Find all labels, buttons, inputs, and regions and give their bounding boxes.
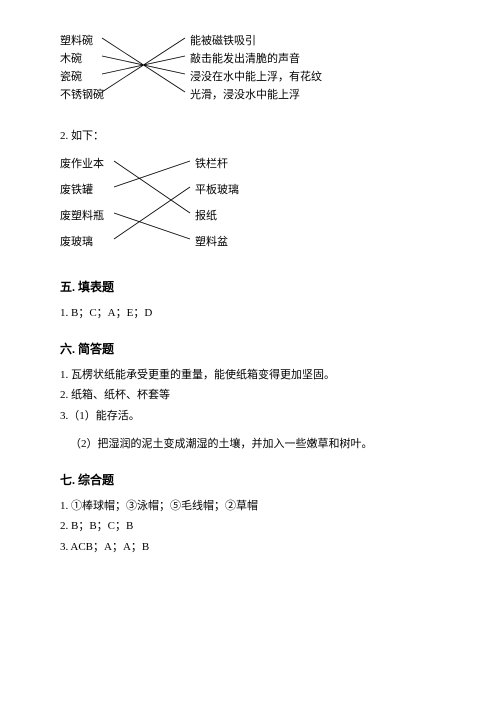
sub-label-2: 2. 如下： [60, 127, 440, 143]
match-lines [60, 153, 320, 253]
section-7-line-2: 2. B；B；C；B [60, 518, 440, 535]
section-5-title: 五. 填表题 [60, 278, 440, 295]
section-7-line-1: 1. ①棒球帽；③泳帽；⑤毛线帽；②草帽 [60, 498, 440, 515]
section-5-line-1: 1. B；C；A；E；D [60, 305, 440, 322]
section-6-line-2: 2. 纸箱、纸杯、杯套等 [60, 387, 440, 404]
section-6-line-3: 3.（1）能存活。 [60, 408, 440, 425]
section-6-line-1: 1. 瓦楞状纸能承受更重的重量，能使纸箱变得更加坚固。 [60, 367, 440, 384]
section-7-title: 七. 综合题 [60, 471, 440, 488]
section-6-title: 六. 简答题 [60, 340, 440, 357]
matching-diagram-1: 塑料碗能被磁铁吸引木碗敲击能发出清脆的声音瓷碗浸没在水中能上浮，有花纹不锈钢碗光… [60, 30, 380, 102]
section-6-extra: （2）把湿润的泥土变成潮湿的土壤，并加入一些嫩草和树叶。 [70, 436, 440, 453]
match-lines [60, 30, 380, 102]
section-7-line-3: 3. ACB；A；A；B [60, 539, 440, 556]
matching-diagram-2: 废作业本铁栏杆废铁罐平板玻璃废塑料瓶报纸废玻璃塑料盆 [60, 153, 320, 253]
